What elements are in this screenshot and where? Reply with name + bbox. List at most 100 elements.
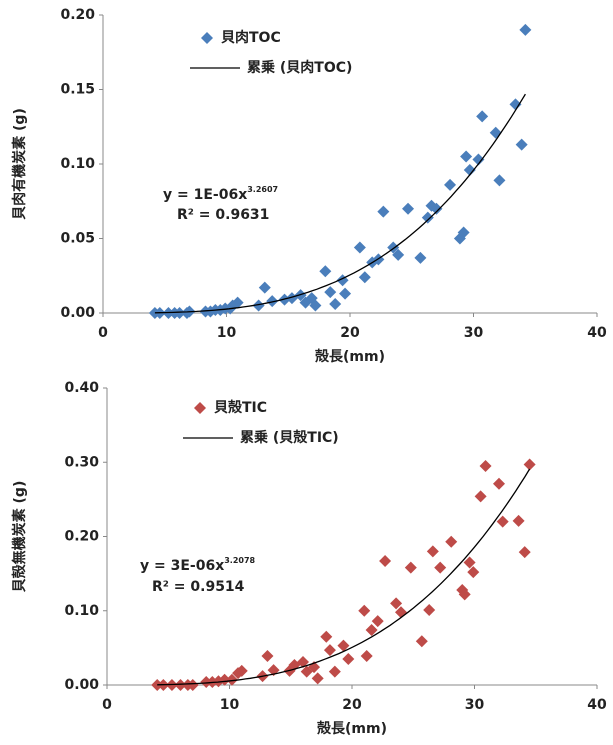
point — [231, 296, 244, 309]
equation: y = 3E-06x3.2078 — [140, 556, 256, 575]
y-axis-title: 貝肉有機炭素 (g) — [11, 108, 28, 220]
point — [353, 241, 366, 254]
point — [320, 630, 333, 643]
point — [319, 265, 332, 278]
point — [493, 477, 505, 490]
point — [476, 110, 489, 123]
x-tick-label: 10 — [217, 325, 237, 341]
y-tick-label: 0.15 — [60, 82, 95, 98]
point — [328, 665, 341, 678]
point — [523, 458, 536, 471]
point — [358, 604, 371, 617]
r-squared: R² = 0.9514 — [152, 579, 245, 595]
point — [252, 299, 265, 312]
point — [479, 459, 492, 472]
point — [414, 251, 427, 264]
y-tick-label: 0.10 — [64, 603, 99, 619]
legend-marker — [201, 32, 213, 44]
trend-line — [154, 93, 526, 314]
equation: y = 1E-06x3.2607 — [163, 185, 278, 204]
point — [444, 178, 457, 191]
point — [377, 205, 390, 218]
legend-label: 累乗 (貝肉TOC) — [247, 59, 352, 76]
point — [173, 307, 186, 319]
point — [474, 490, 487, 503]
point — [371, 615, 384, 628]
x-tick-label: 40 — [587, 325, 607, 341]
point — [463, 163, 476, 176]
point — [218, 673, 231, 686]
point — [460, 150, 473, 163]
y-tick-label: 0.20 — [64, 529, 99, 545]
point — [430, 202, 443, 215]
point — [258, 281, 271, 294]
point — [445, 535, 458, 548]
legend-label: 貝肉TOC — [221, 29, 281, 46]
point — [489, 126, 502, 139]
point — [515, 138, 528, 151]
y-tick-label: 0.10 — [60, 156, 95, 172]
point — [426, 545, 439, 558]
equation-base: y = 1E-06x — [163, 187, 247, 203]
x-tick-label: 30 — [465, 697, 485, 713]
point — [415, 635, 428, 648]
y-tick-label: 0.30 — [64, 454, 99, 470]
point — [509, 98, 522, 111]
point — [324, 286, 337, 299]
x-tick-label: 20 — [340, 325, 360, 341]
point — [186, 679, 199, 691]
point — [392, 248, 405, 261]
x-tick-label: 30 — [464, 325, 484, 341]
y-tick-label: 0.00 — [64, 677, 99, 693]
x-tick-label: 40 — [587, 697, 607, 713]
legend-label: 貝殻TIC — [214, 399, 267, 416]
point — [458, 588, 471, 601]
point — [467, 566, 480, 579]
x-axis-title: 殻長(mm) — [315, 348, 385, 365]
point — [463, 556, 476, 569]
point — [434, 561, 447, 574]
point — [174, 679, 187, 691]
point — [423, 604, 436, 617]
point — [496, 515, 509, 528]
point — [390, 597, 403, 610]
point — [261, 650, 274, 663]
point — [311, 672, 324, 685]
y-tick-label: 0.20 — [60, 7, 95, 23]
point — [225, 673, 238, 686]
point — [329, 298, 342, 311]
equation-exponent: 3.2607 — [247, 185, 278, 194]
y-tick-label: 0.05 — [60, 231, 95, 247]
point — [200, 676, 213, 689]
point — [342, 653, 355, 666]
x-tick-label: 0 — [98, 325, 108, 341]
y-tick-label: 0.40 — [64, 380, 99, 396]
point — [421, 211, 434, 224]
point — [519, 23, 532, 36]
equation-base: y = 3E-06x — [140, 558, 224, 574]
point — [337, 639, 350, 652]
point — [365, 624, 378, 637]
point — [339, 287, 352, 300]
x-tick-label: 10 — [220, 697, 240, 713]
point — [493, 174, 506, 187]
point — [518, 546, 531, 559]
y-tick-label: 0.00 — [60, 305, 95, 321]
x-tick-label: 0 — [102, 697, 112, 713]
point — [323, 644, 336, 657]
point — [358, 271, 371, 284]
point — [235, 664, 248, 677]
trend-line — [157, 468, 531, 686]
x-axis-title: 殻長(mm) — [317, 720, 387, 737]
point — [512, 514, 525, 527]
r-squared: R² = 0.9631 — [177, 207, 269, 223]
x-tick-label: 20 — [342, 697, 362, 713]
point — [472, 153, 485, 166]
point — [360, 650, 373, 663]
point — [379, 555, 392, 568]
point — [297, 655, 309, 668]
point — [402, 202, 415, 215]
y-axis-title: 貝殻無機炭素 (g) — [11, 481, 28, 593]
equation-exponent: 3.2078 — [224, 556, 255, 565]
